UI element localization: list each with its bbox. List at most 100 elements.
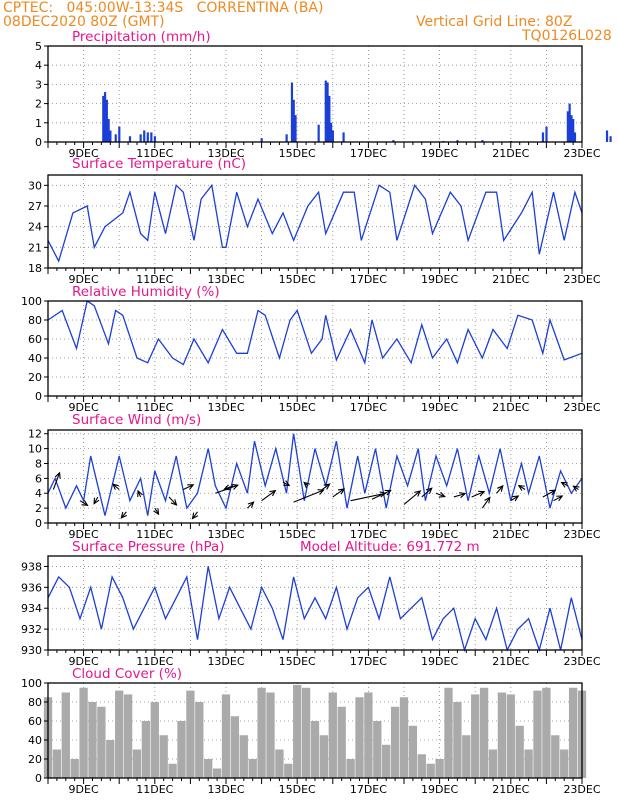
cloud-bar (204, 759, 213, 778)
x-tick-label: 13DEC (207, 273, 244, 286)
precip-bar (139, 134, 142, 142)
x-tick-label: 11DEC (136, 528, 173, 541)
wind-arrow-head (137, 489, 143, 497)
precip-bar (572, 118, 575, 142)
x-tick-label: 15DEC (279, 401, 316, 414)
wind-arrow (481, 497, 491, 509)
cloud-bar (364, 692, 373, 778)
y-tick-label: 24 (28, 221, 42, 234)
x-tick-label: 11DEC (136, 783, 173, 796)
precip-bar (114, 134, 117, 142)
panel-title: Relative Humidity (%) (72, 284, 220, 300)
precip-bar (541, 132, 545, 142)
wind-arrow-head (414, 490, 422, 497)
cloud-bar (123, 694, 133, 778)
y-tick-label: 100 (21, 677, 42, 690)
cloud-bar (426, 763, 435, 778)
y-tick-label: 100 (21, 295, 42, 308)
precip-bar (128, 136, 132, 142)
x-tick-label: 9DEC (69, 783, 99, 796)
plot-frame (47, 555, 583, 651)
cloud-bar (177, 721, 186, 778)
cloud-bar (132, 749, 142, 778)
x-tick-label: 15DEC (279, 147, 316, 160)
precip-bar (143, 130, 146, 142)
cloud-bar (390, 706, 400, 778)
x-tick-label: 23DEC (563, 655, 600, 668)
x-tick-label: 21DEC (492, 273, 529, 286)
x-tick-label: 19DEC (421, 273, 458, 286)
y-tick-label: 0 (35, 390, 42, 403)
wind-arrow-head (338, 488, 346, 495)
wind-arrow (553, 495, 563, 502)
x-tick-label: 9DEC (69, 655, 99, 668)
wind-arrow-head (269, 489, 277, 497)
panel-title: Cloud Cover (%) (72, 666, 182, 682)
cloud-bar (479, 687, 489, 778)
y-tick-label: 4 (35, 487, 42, 500)
wind-arrow-head (484, 496, 491, 504)
precip-bar (605, 130, 609, 142)
x-tick-label: 23DEC (563, 273, 600, 286)
precip-bar (392, 140, 395, 142)
cloud-bar (141, 721, 151, 778)
x-tick-label: 17DEC (350, 783, 387, 796)
precip-bar (545, 126, 548, 142)
x-tick-label: 19DEC (421, 401, 458, 414)
wind-arrow-head (317, 489, 325, 495)
precip-bar (456, 140, 459, 142)
y-tick-label: 80 (28, 696, 42, 709)
cloud-bar (61, 692, 70, 778)
y-tick-label: 10 (28, 443, 42, 456)
x-tick-label: 13DEC (207, 401, 244, 414)
cloud-bar (168, 763, 177, 778)
y-tick-label: 40 (28, 352, 42, 365)
y-tick-label: 934 (21, 602, 42, 615)
panel-5: Surface Pressure (hPa) Model Altitude: 69… (21, 539, 601, 668)
cloud-bar (568, 687, 578, 778)
cloud-bar (266, 692, 275, 778)
y-tick-label: 8 (35, 457, 42, 470)
y-tick-label: 20 (28, 371, 42, 384)
wind-arrow (435, 492, 445, 498)
wind-arrow (421, 487, 433, 498)
wind-arrow (471, 491, 485, 498)
wind-arrow (79, 500, 88, 506)
y-tick-label: 3 (35, 78, 42, 91)
cloud-bar (337, 706, 346, 778)
wind-arrow-head (120, 511, 128, 519)
wind-arrow (332, 488, 345, 498)
cloud-bar (551, 735, 560, 778)
y-tick-label: 0 (35, 517, 42, 530)
wind-arrow (496, 485, 504, 494)
x-tick-label: 19DEC (421, 655, 458, 668)
wind-arrow (183, 484, 194, 491)
x-tick-label: 21DEC (492, 655, 529, 668)
x-tick-label: 15DEC (279, 273, 316, 286)
wind-arrow-head (81, 499, 89, 507)
cloud-bar (257, 687, 266, 778)
wind-arrow (112, 483, 120, 490)
panel-2: Surface Temperature (nC) 18 21 24 27 30 9DEC 11… (28, 156, 601, 286)
wind-arrow-head (231, 484, 239, 490)
wind-arrow-head (54, 471, 61, 479)
cloud-bar (301, 687, 311, 778)
cloud-bar (186, 690, 195, 778)
cloud-bar (399, 697, 409, 778)
x-tick-label: 11DEC (136, 401, 173, 414)
cloud-bar (319, 735, 329, 778)
panel-title: Precipitation (mm/h) (72, 29, 211, 45)
plot-frame (47, 174, 583, 269)
precip-bar (150, 132, 153, 142)
x-tick-label: 23DEC (563, 401, 600, 414)
x-tick-label: 17DEC (350, 147, 387, 160)
precip-bar (118, 126, 121, 142)
plot-frame (47, 429, 583, 524)
station-header: CPTEC: 045:00W-13:34S CORRENTINA (BA) (3, 0, 324, 16)
cloud-bar (293, 684, 302, 778)
cloud-bar (453, 702, 462, 778)
wind-arrow (224, 485, 234, 490)
x-tick-label: 11DEC (136, 273, 173, 286)
cloud-bar (506, 694, 515, 778)
cloud-bar (408, 725, 418, 778)
